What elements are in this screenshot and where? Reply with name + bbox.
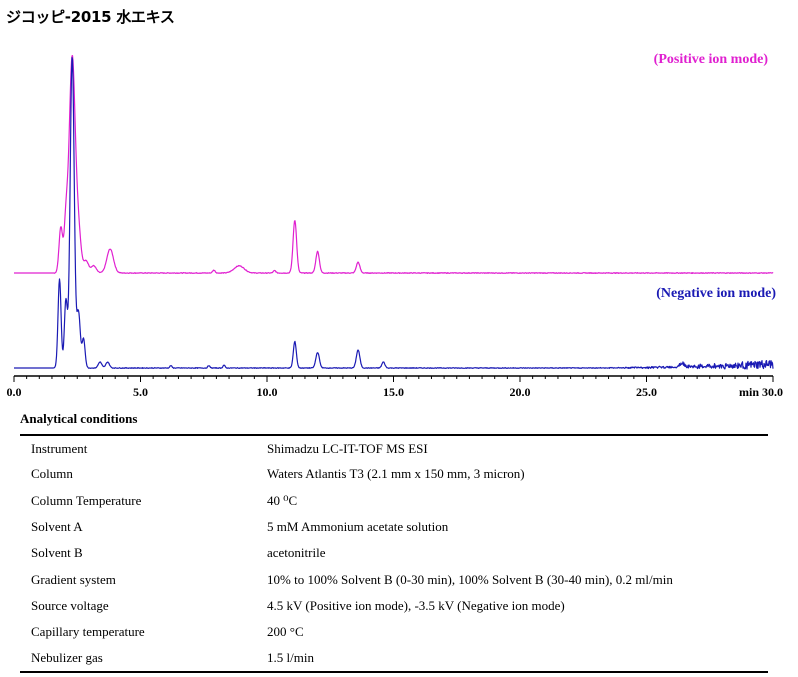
x-tick-label: 5.0 [133,385,148,399]
x-tick-label: 20.0 [510,385,531,399]
x-tick-label: 10.0 [257,385,278,399]
series-line [13,54,774,274]
condition-label: Instrument [20,433,267,462]
conditions-row: Nebulizer gas 1.5 l/min [20,645,768,673]
condition-label: Gradient system [31,571,116,587]
conditions-row: Instrument Shimadzu LC-IT-TOF MS ESI [20,433,768,462]
condition-value: 40 ⁰C [267,492,298,508]
condition-value: 5 mM Ammonium acetate solution [267,519,449,535]
conditions-table: Instrument Shimadzu LC-IT-TOF MS ESI Colum… [20,433,768,673]
condition-label: Capillary temperature [31,624,145,640]
conditions-heading: Analytical conditions [20,411,138,426]
x-tick-label: 0.0 [7,385,22,399]
page-title: ジコッピ-2015 水エキス [6,8,175,26]
conditions-row: Column Temperature 40 ⁰C [20,488,768,514]
series-line [13,57,774,370]
condition-value: Waters Atlantis T3 (2.1 mm x 150 mm, 3 m… [267,466,525,482]
condition-label: Solvent A [31,519,83,535]
conditions-row: Capillary temperature 200 °C [20,619,768,645]
condition-label: Column [31,466,73,482]
conditions-row: Solvent A 5 mM Ammonium acetate solution [20,514,768,540]
conditions-row: Solvent B acetonitrile [20,540,768,566]
condition-value: 200 °C [267,624,304,640]
x-tick-label: 30.0 [762,385,783,399]
condition-value: Shimadzu LC-IT-TOF MS ESI [267,433,768,462]
conditions-row: Column Waters Atlantis T3 (2.1 mm x 150 m… [20,461,768,487]
x-tick-label: 25.0 [636,385,657,399]
condition-value: acetonitrile [267,545,326,561]
conditions-row: Gradient system 10% to 100% Solvent B (0-… [20,566,768,592]
condition-label: Column Temperature [31,492,142,508]
conditions-row: Source voltage 4.5 kV (Positive ion mode)… [20,593,768,619]
condition-label: Source voltage [31,597,109,613]
condition-value: 1.5 l/min [267,645,768,673]
x-axis-unit: min [739,385,759,399]
condition-label: Solvent B [31,545,83,561]
series-label: (Negative ion mode) [656,286,776,301]
condition-value: 10% to 100% Solvent B (0-30 min), 100% S… [267,571,673,587]
x-tick-label: 15.0 [383,385,404,399]
series-label: (Positive ion mode) [654,52,769,67]
condition-value: 4.5 kV (Positive ion mode), -3.5 kV (Neg… [267,597,565,613]
condition-label: Nebulizer gas [20,645,267,673]
chromatogram: (Positive ion mode) (Negative ion mode) 0.… [7,52,784,399]
